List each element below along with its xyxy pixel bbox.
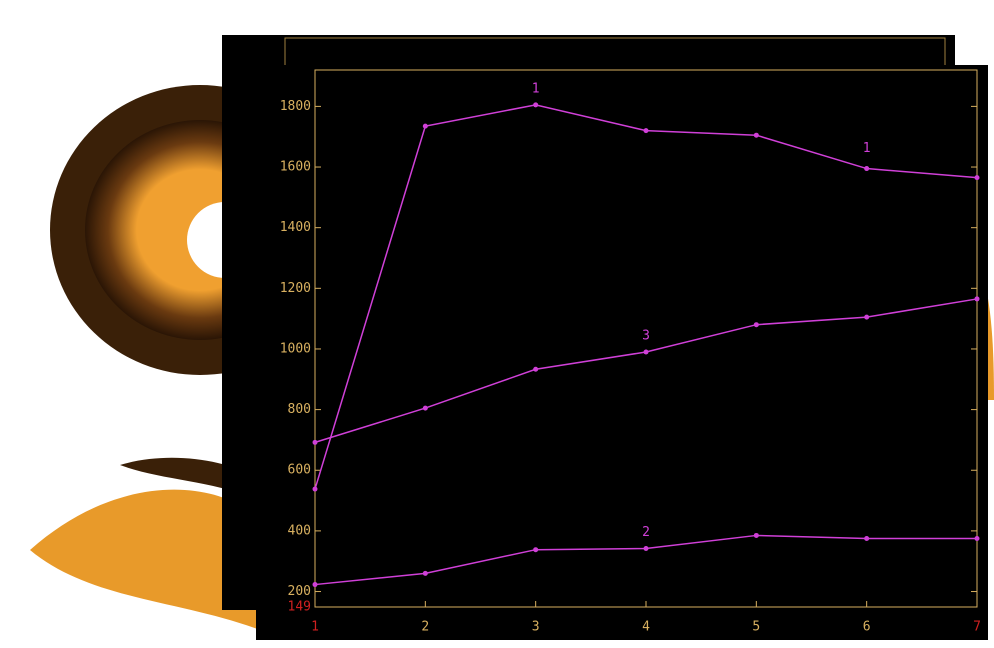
x-tick-label: 6 [863,620,871,635]
series-point [423,124,428,129]
x-tick-label: 7 [973,620,981,635]
series-point [423,571,428,576]
series-point [533,102,538,107]
series-point [975,175,980,180]
series-point [644,128,649,133]
x-tick-label: 4 [642,620,650,635]
series-name: 2 [642,525,650,540]
y-tick-label: 1000 [280,341,311,356]
series-name: 1 [532,81,540,96]
front-panel [256,65,988,640]
series-point [754,533,759,538]
series-point [533,367,538,372]
series-point [975,296,980,301]
series-point [313,440,318,445]
series-point [313,582,318,587]
series-point [864,166,869,171]
y-tick-label: 1400 [280,220,311,235]
y-tick-label: 200 [288,584,311,599]
y-tick-label: 600 [288,463,311,478]
series-point [975,536,980,541]
y-tick-label: 800 [288,402,311,417]
series-point [644,546,649,551]
x-tick-label: 3 [532,620,540,635]
x-tick-label: 2 [421,620,429,635]
series-name: 1 [863,141,871,156]
y-tick-label: 1200 [280,281,311,296]
series-point [864,315,869,320]
series-point [864,536,869,541]
x-tick-label: 1 [311,620,319,635]
series-name: 3 [642,328,650,343]
x-tick-label: 5 [752,620,760,635]
y-tick-label: 400 [288,523,311,538]
series-point [644,349,649,354]
series-point [754,322,759,327]
series-point [423,406,428,411]
screen: 149200 400 600 800 1000 1200 1400 1600 1800 1 2 3 4 5… [0,0,994,648]
series-point [313,487,318,492]
series-point [533,547,538,552]
y-tick-label: 149 [288,600,311,615]
y-tick-label: 1600 [280,160,311,175]
y-tick-label: 1800 [280,99,311,114]
series-point [754,133,759,138]
